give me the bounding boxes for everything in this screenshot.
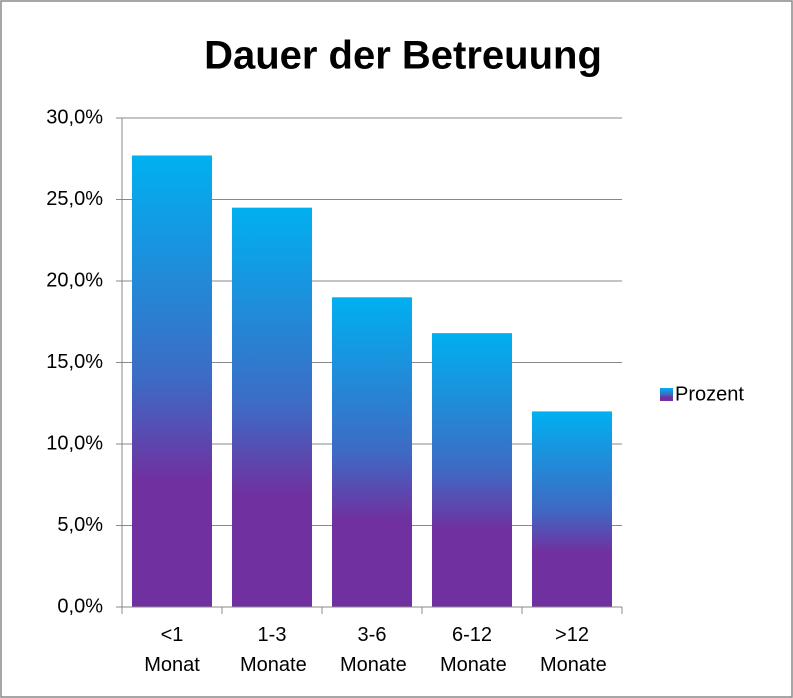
- y-tick-label: 10,0%: [46, 432, 103, 454]
- y-tick-label: 20,0%: [46, 269, 103, 291]
- x-tick-label: <1 Monat: [144, 624, 200, 676]
- bar: [432, 333, 512, 607]
- x-tick-label: 6-12 Monate: [440, 624, 507, 676]
- chart-title: Dauer der Betreuung: [204, 34, 602, 78]
- x-tick-label: >12 Monate: [540, 624, 607, 676]
- legend-label: Prozent: [675, 383, 744, 405]
- y-tick-label: 25,0%: [46, 188, 103, 210]
- y-tick-label: 30,0%: [46, 106, 103, 128]
- y-tick-label: 15,0%: [46, 351, 103, 373]
- bar: [232, 207, 312, 607]
- bar: [532, 411, 612, 607]
- y-tick-label: 5,0%: [57, 514, 103, 536]
- legend-swatch: [660, 388, 673, 401]
- x-tick-label: 1-3 Monate: [240, 624, 307, 676]
- y-tick-label: 0,0%: [57, 595, 103, 617]
- bar: [132, 155, 212, 608]
- bar: [332, 297, 412, 607]
- x-tick-label: 3-6 Monate: [340, 624, 407, 676]
